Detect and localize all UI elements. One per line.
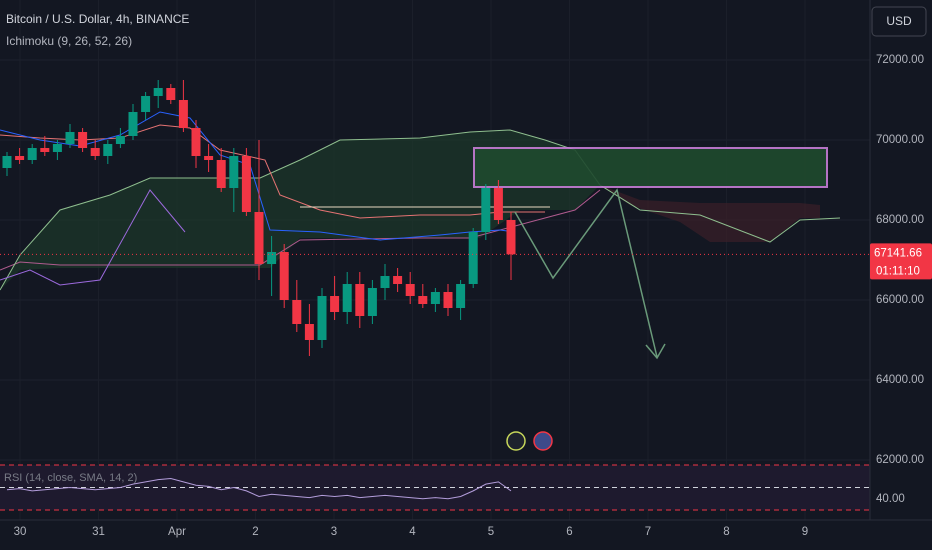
y-tick-label: 68000.00 xyxy=(876,214,924,226)
candle-body xyxy=(40,148,50,152)
candle-body xyxy=(405,284,415,296)
candle-body xyxy=(78,132,88,148)
candle-body xyxy=(267,252,277,264)
y-tick-label: 72000.00 xyxy=(876,54,924,66)
candle-body xyxy=(418,296,428,304)
x-tick-label: 9 xyxy=(802,526,808,538)
candle-body xyxy=(65,132,75,144)
y-tick-label: 62000.00 xyxy=(876,454,924,466)
candle-body xyxy=(178,100,188,128)
senkou-b xyxy=(0,189,601,271)
senkou-a xyxy=(0,129,841,291)
candle-body xyxy=(229,156,239,188)
rsi-label: RSI (14, close, SMA, 14, 2) xyxy=(4,472,137,484)
candle-body xyxy=(380,276,390,288)
candle-body xyxy=(330,296,340,312)
projection-path xyxy=(514,188,658,358)
last-price: 67141.66 xyxy=(874,247,922,259)
candle-body xyxy=(506,220,516,255)
candle-body xyxy=(456,284,466,308)
candle-body xyxy=(254,212,264,264)
candle-body xyxy=(153,88,163,96)
candle-body xyxy=(141,96,151,112)
event-icon[interactable] xyxy=(506,431,526,451)
currency[interactable]: USD xyxy=(886,14,912,28)
candle-body xyxy=(367,288,377,316)
y-tick-label: 66000.00 xyxy=(876,294,924,306)
candle-body xyxy=(27,148,37,160)
ichimoku-cloud xyxy=(0,130,600,290)
candle-body xyxy=(241,156,251,212)
x-tick-label: 3 xyxy=(331,526,337,538)
candle-body xyxy=(493,188,503,220)
x-tick-label: 5 xyxy=(488,526,494,538)
currency-button[interactable] xyxy=(871,6,927,37)
candle-body xyxy=(443,292,453,308)
axes: 62000.00 64000.00 66000.00 68000.00 70000.00… xyxy=(14,54,924,538)
rsi-line xyxy=(6,477,512,500)
candle-body xyxy=(2,156,12,168)
chikou xyxy=(0,189,186,286)
candle-body xyxy=(279,252,289,300)
x-tick-label: 2 xyxy=(252,526,258,538)
projection-arrowhead xyxy=(645,343,666,360)
candle-body xyxy=(191,128,201,156)
symbol-title: Bitcoin / U.S. Dollar, 4h, BINANCE xyxy=(6,12,189,26)
x-tick-label: 30 xyxy=(14,526,27,538)
last-price-badge xyxy=(870,243,932,280)
y-tick-label: 70000.00 xyxy=(876,134,924,146)
candle-body xyxy=(15,156,25,160)
candle-body xyxy=(115,136,125,144)
ichimoku-cloud-bear xyxy=(600,185,820,242)
y-tick-label: 64000.00 xyxy=(876,374,924,386)
candle-body xyxy=(52,144,62,152)
bar-countdown: 01:11:10 xyxy=(876,265,920,277)
candle-body xyxy=(393,276,403,284)
candle-body xyxy=(103,144,113,156)
x-tick-label: 4 xyxy=(409,526,416,538)
candle-body xyxy=(430,292,440,304)
x-tick-label: 6 xyxy=(566,526,572,538)
candles xyxy=(2,80,516,356)
supply-zone xyxy=(473,147,828,188)
rsi-tick-label: 40.00 xyxy=(876,493,905,505)
candle-body xyxy=(342,284,352,312)
event-icon[interactable] xyxy=(533,431,553,451)
candle-body xyxy=(90,148,100,156)
candle-body xyxy=(204,156,214,160)
candle-body xyxy=(128,112,138,136)
candle-body xyxy=(317,296,327,340)
candle-body xyxy=(468,232,478,284)
candle-body xyxy=(355,284,365,316)
x-tick-label: 7 xyxy=(645,526,651,538)
indicator-label: Ichimoku (9, 26, 52, 26) xyxy=(6,34,132,48)
x-tick-label: Apr xyxy=(168,526,186,538)
x-tick-label: 31 xyxy=(92,526,105,538)
candle-body xyxy=(481,188,491,232)
candle-body xyxy=(166,88,176,100)
candle-body xyxy=(216,160,226,188)
candle-body xyxy=(304,324,314,340)
candle-body xyxy=(292,300,302,324)
rsi-panel xyxy=(0,464,870,511)
x-tick-label: 8 xyxy=(723,526,729,538)
